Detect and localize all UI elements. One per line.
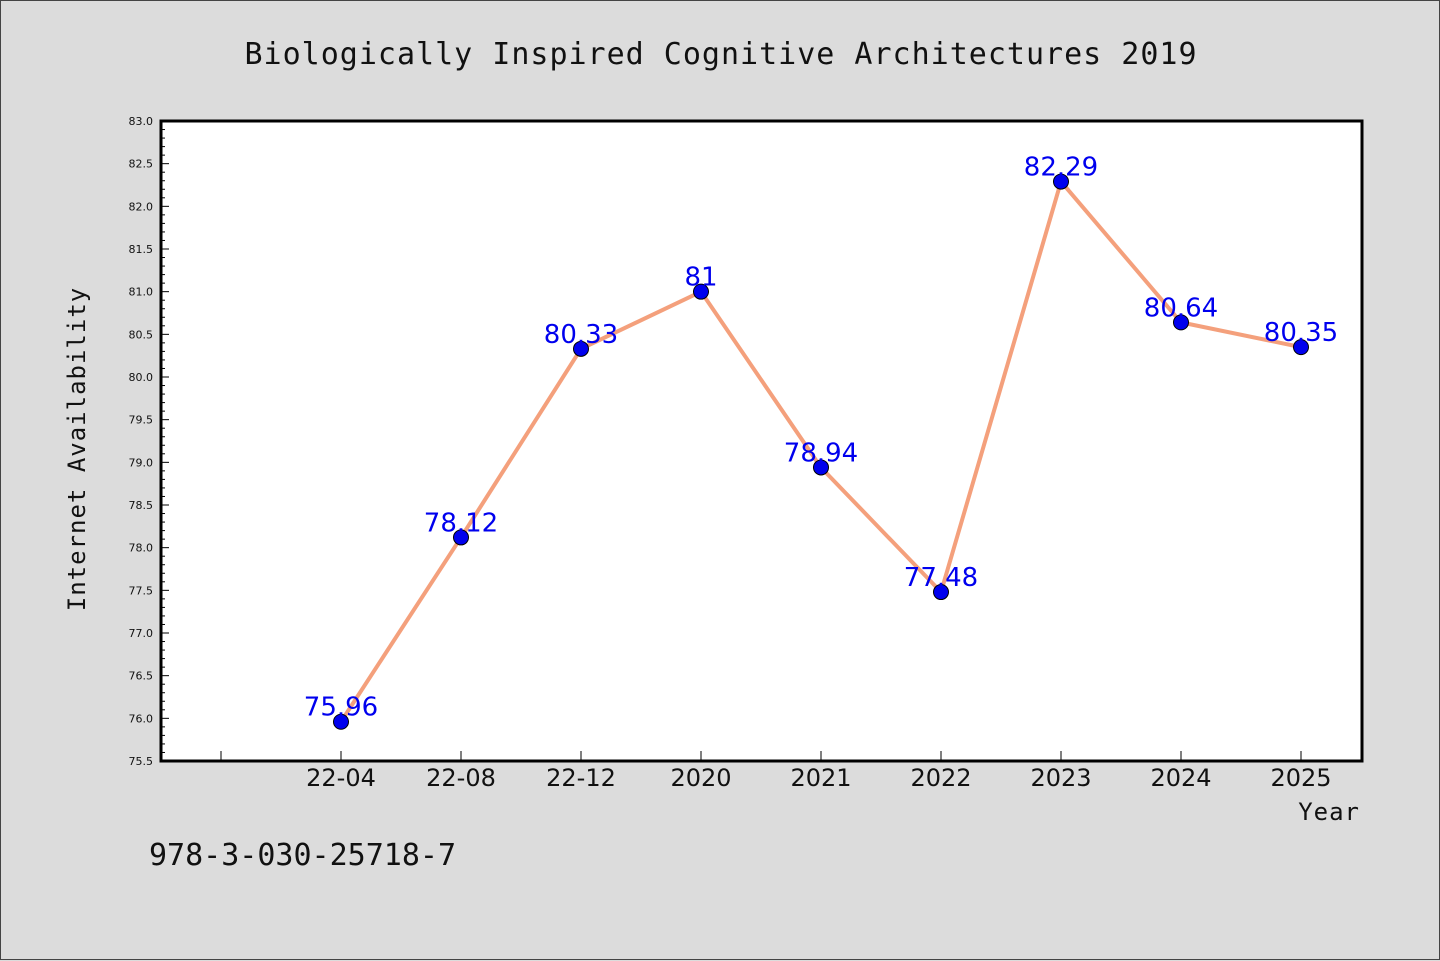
x-tick-label: 22-04 [306,764,376,792]
x-tick-label: 2022 [910,764,971,792]
y-tick-label: 79.0 [129,456,154,469]
plot-border [159,119,1364,763]
data-point [693,283,709,300]
data-label: 81 [684,263,717,293]
y-tick-label: 79.5 [129,414,154,427]
x-tick-label: 2025 [1270,764,1331,792]
y-tick-label: 82.5 [129,158,154,171]
data-label: 77.48 [904,563,978,593]
data-point [1173,314,1189,331]
chart-title: Biologically Inspired Cognitive Architec… [244,37,1197,72]
data-label: 80.64 [1144,293,1218,323]
y-tick-label: 77.0 [129,627,154,640]
plot-area [161,121,1362,761]
data-label: 78.94 [784,438,858,468]
y-tick-label: 81.0 [129,286,154,299]
data-point [1053,173,1069,190]
y-tick-label: 83.0 [129,115,154,128]
y-axis-label: Internet Availability [63,287,91,611]
x-tick-label: 2024 [1150,764,1211,792]
x-tick-label: 2020 [670,764,731,792]
data-label: 80.35 [1264,318,1338,348]
y-tick-label: 80.0 [129,371,154,384]
y-tick-label: 77.5 [129,584,154,597]
y-tick-label: 80.5 [129,328,154,341]
data-point [453,529,469,546]
data-label: 82.29 [1024,153,1098,183]
data-point [813,459,829,476]
y-tick-label: 76.5 [129,670,154,683]
x-tick-label: 2023 [1030,764,1091,792]
data-label: 75.96 [304,693,378,723]
data-label-group: 75.96 78.12 80.33 81 78.94 77.48 82.29 80.64 80.… [304,153,1338,723]
y-tick-label: 82.0 [129,200,154,213]
data-point [933,584,949,601]
y-tick-label: 75.5 [129,755,154,768]
x-axis-ticks: 22-04 22-08 22-12 2020 2021 2022 2023 2024 2025 [220,751,1332,792]
y-tick-label: 81.5 [129,243,154,256]
y-tick-label: 78.5 [129,499,154,512]
data-point [1293,339,1309,356]
x-axis-label: Year [1298,798,1360,826]
x-tick-label: 2021 [790,764,851,792]
x-tick-label: 22-08 [426,764,496,792]
data-point [333,713,349,730]
marker-group [333,173,1309,730]
data-point [573,340,589,357]
isbn-text: 978-3-030-25718-7 [149,838,456,873]
y-tick-label: 76.0 [129,712,154,725]
data-label: 80.33 [544,320,618,350]
y-tick-label: 78.0 [129,542,154,555]
x-tick-label: 22-12 [546,764,616,792]
data-label: 78.12 [424,508,498,538]
